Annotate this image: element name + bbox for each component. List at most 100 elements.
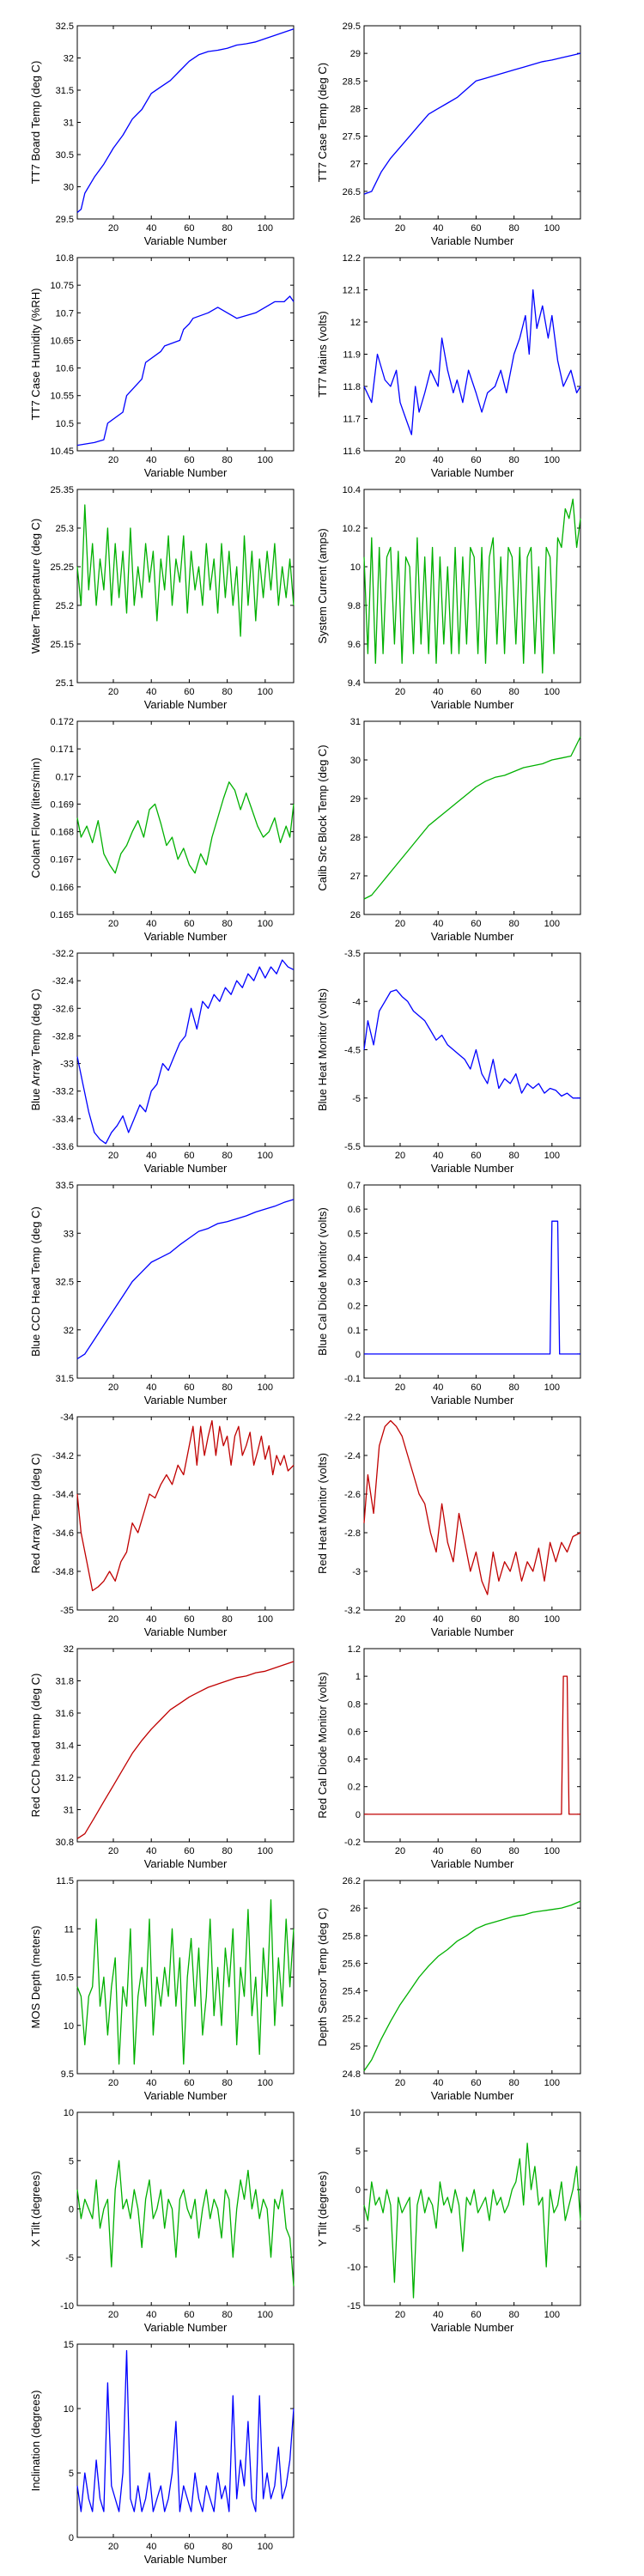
x-tick-label: 20 bbox=[108, 2310, 118, 2320]
y-tick-label: 9.8 bbox=[348, 601, 361, 611]
x-axis-label: Variable Number bbox=[431, 2321, 514, 2334]
y-tick-label: 32.5 bbox=[56, 21, 74, 32]
x-tick-label: 80 bbox=[222, 2078, 233, 2088]
x-tick-label: 100 bbox=[544, 1846, 560, 1856]
y-axis-label: Red CCD head temp (deg C) bbox=[29, 1674, 42, 1818]
x-tick-label: 60 bbox=[184, 2542, 194, 2552]
plot-frame bbox=[363, 952, 581, 1147]
y-tick-label: 25.4 bbox=[343, 1987, 361, 1997]
x-tick-label: 60 bbox=[184, 687, 194, 697]
x-axis-label: Variable Number bbox=[431, 698, 514, 711]
y-tick-label: 30.5 bbox=[56, 150, 74, 161]
y-tick-label: -32.8 bbox=[52, 1031, 74, 1042]
y-tick-label: 0.2 bbox=[348, 1783, 361, 1793]
chart-panel: 20 40 60 80 100 11.6 11.7 11.8 11.9 12 12.1 12.2 Var… bbox=[316, 253, 581, 479]
y-tick-label: 0.4 bbox=[348, 1253, 361, 1263]
y-tick-label: -33 bbox=[60, 1060, 74, 1070]
x-tick-label: 80 bbox=[509, 1846, 519, 1856]
x-tick-label: 80 bbox=[222, 687, 233, 697]
y-tick-label: 27 bbox=[350, 160, 361, 170]
series-line bbox=[363, 1419, 581, 1595]
x-tick-label: 60 bbox=[184, 1151, 194, 1161]
y-axis-label: Blue Cal Diode Monitor (volts) bbox=[316, 1207, 329, 1356]
x-tick-label: 60 bbox=[184, 1846, 194, 1856]
y-tick-label: 0.2 bbox=[348, 1302, 361, 1312]
y-tick-label: 1.2 bbox=[348, 1644, 361, 1655]
x-axis-label: Variable Number bbox=[431, 1394, 514, 1406]
x-tick-label: 80 bbox=[222, 1151, 233, 1161]
x-tick-label: 100 bbox=[258, 2078, 273, 2088]
x-tick-label: 100 bbox=[258, 1382, 273, 1393]
series-line bbox=[363, 289, 581, 435]
y-tick-label: 0.3 bbox=[348, 1278, 361, 1288]
x-tick-label: 20 bbox=[395, 2078, 405, 2088]
y-tick-label: -34 bbox=[60, 1413, 74, 1423]
y-tick-label: 1 bbox=[355, 1672, 361, 1682]
x-tick-label: 80 bbox=[509, 455, 519, 465]
series-line bbox=[76, 1419, 295, 1592]
plot-frame bbox=[76, 489, 295, 683]
x-tick-label: 80 bbox=[509, 1382, 519, 1393]
y-tick-label: 0.172 bbox=[50, 717, 74, 727]
x-tick-label: 20 bbox=[108, 1846, 118, 1856]
x-tick-label: 20 bbox=[395, 919, 405, 929]
x-tick-label: 40 bbox=[146, 2310, 156, 2320]
y-tick-label: 0.5 bbox=[348, 1229, 361, 1239]
y-tick-label: -10 bbox=[60, 2301, 74, 2312]
y-tick-label: 32 bbox=[64, 1326, 74, 1336]
plot-frame bbox=[363, 720, 581, 915]
x-tick-label: 40 bbox=[146, 1151, 156, 1161]
x-tick-label: 60 bbox=[471, 1846, 481, 1856]
y-tick-label: 31.5 bbox=[56, 1374, 74, 1384]
series-line bbox=[76, 295, 295, 447]
chart-panel: 20 40 60 80 100 -35 -34.8 -34.6 -34.4 -34.2 -34 Var… bbox=[29, 1413, 295, 1638]
chart-panel: 20 40 60 80 100 0.165 0.166 0.167 0.168 0.169 0.17… bbox=[29, 717, 295, 943]
x-axis-label: Variable Number bbox=[431, 2089, 514, 2102]
x-tick-label: 40 bbox=[433, 2310, 443, 2320]
y-tick-label: 26.2 bbox=[343, 1876, 361, 1886]
y-tick-label: 10.75 bbox=[50, 281, 74, 291]
y-tick-label: 29.5 bbox=[56, 215, 74, 225]
y-tick-label: -3.5 bbox=[344, 949, 361, 959]
y-tick-label: 31 bbox=[350, 717, 361, 727]
x-tick-label: 60 bbox=[184, 2310, 194, 2320]
x-axis-label: Variable Number bbox=[431, 1162, 514, 1175]
x-tick-label: 20 bbox=[108, 687, 118, 697]
chart-panel: 20 40 60 80 100 29.5 30 30.5 31 31.5 32 32.5 Variabl… bbox=[29, 21, 295, 247]
y-tick-label: 12.1 bbox=[343, 286, 361, 296]
x-tick-label: 80 bbox=[509, 919, 519, 929]
x-axis-label: Variable Number bbox=[144, 1857, 228, 1870]
x-axis-label: Variable Number bbox=[431, 466, 514, 479]
x-tick-label: 20 bbox=[395, 1151, 405, 1161]
y-tick-label: -5 bbox=[65, 2253, 74, 2263]
chart-panel: 20 40 60 80 100 -10 -5 0 5 10 Variable Number X Til… bbox=[29, 2108, 295, 2334]
x-tick-label: 40 bbox=[433, 1151, 443, 1161]
series-line bbox=[363, 736, 581, 900]
plot-frame bbox=[76, 2343, 295, 2538]
x-tick-label: 20 bbox=[395, 455, 405, 465]
y-tick-label: 33 bbox=[64, 1229, 74, 1239]
y-tick-label: 31 bbox=[64, 1806, 74, 1816]
x-tick-label: 20 bbox=[395, 1382, 405, 1393]
y-tick-label: 25.25 bbox=[50, 562, 74, 573]
y-tick-label: 0 bbox=[69, 2205, 74, 2215]
x-axis-label: Variable Number bbox=[144, 930, 228, 943]
y-axis-label: System Current (amps) bbox=[316, 528, 329, 643]
x-tick-label: 60 bbox=[471, 455, 481, 465]
y-tick-label: 0.167 bbox=[50, 855, 74, 866]
x-axis-label: Variable Number bbox=[144, 2321, 228, 2334]
y-tick-label: 25.35 bbox=[50, 485, 74, 495]
x-tick-label: 60 bbox=[471, 919, 481, 929]
y-axis-label: Red Cal Diode Monitor (volts) bbox=[316, 1672, 329, 1819]
y-tick-label: 27 bbox=[350, 872, 361, 882]
y-tick-label: -3.2 bbox=[344, 1606, 361, 1616]
y-tick-label: 31.4 bbox=[56, 1741, 74, 1752]
y-axis-label: Blue Array Temp (deg C) bbox=[29, 988, 42, 1110]
x-axis-label: Variable Number bbox=[431, 234, 514, 247]
x-tick-label: 100 bbox=[258, 1614, 273, 1625]
x-tick-label: 100 bbox=[544, 455, 560, 465]
x-tick-label: 60 bbox=[471, 1382, 481, 1393]
chart-panel: 20 40 60 80 100 0 5 10 15 Variable Number Inclinat… bbox=[29, 2340, 295, 2566]
y-tick-label: 9.6 bbox=[348, 640, 361, 650]
y-tick-label: 31.8 bbox=[56, 1677, 74, 1687]
